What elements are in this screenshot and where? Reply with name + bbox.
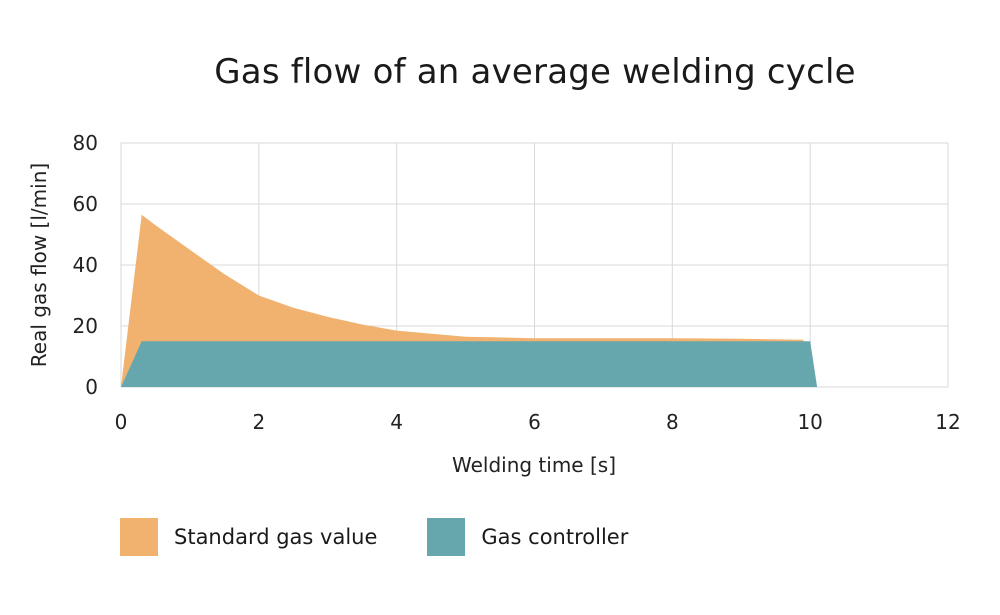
x-tick-label-3: 6	[528, 410, 541, 434]
chart-title: Gas flow of an average welding cycle	[214, 52, 856, 92]
y-tick-label-2: 40	[73, 253, 98, 277]
x-tick-label-6: 12	[935, 410, 960, 434]
legend-label-gas-controller: Gas controller	[481, 525, 629, 549]
y-tick-label-3: 60	[73, 192, 98, 216]
y-axis-label: Real gas flow [l/min]	[27, 163, 51, 367]
legend-item-gas-controller: Gas controller	[427, 518, 628, 556]
legend-item-standard-gas: Standard gas value	[120, 518, 377, 556]
y-tick-label-4: 80	[73, 131, 98, 155]
legend: Standard gas value Gas controller	[120, 518, 678, 556]
x-tick-label-5: 10	[797, 410, 822, 434]
y-tick-label-0: 0	[85, 375, 98, 399]
legend-swatch-gas-controller	[427, 518, 466, 556]
y-tick-label-1: 20	[73, 314, 98, 338]
x-tick-label-0: 0	[115, 410, 128, 434]
x-tick-label-4: 8	[666, 410, 679, 434]
x-tick-label-2: 4	[390, 410, 403, 434]
area-series-1	[121, 341, 818, 387]
x-tick-label-1: 2	[252, 410, 265, 434]
legend-label-standard-gas: Standard gas value	[174, 525, 378, 549]
x-axis-label: Welding time [s]	[452, 453, 616, 477]
legend-swatch-standard-gas	[120, 518, 158, 556]
